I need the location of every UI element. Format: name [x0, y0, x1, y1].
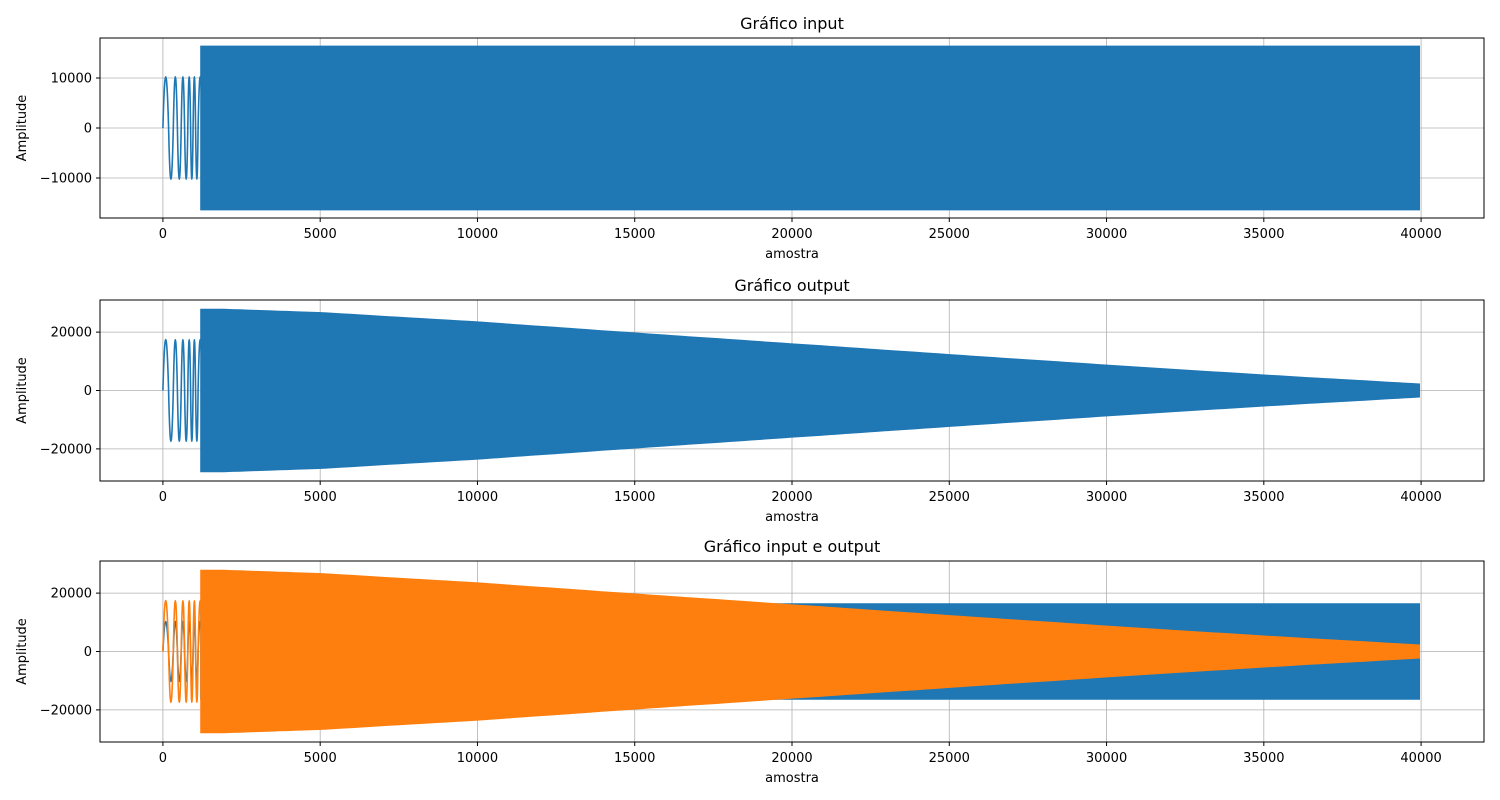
chart-title: Gráfico output — [734, 276, 849, 295]
y-tick-label: −10000 — [40, 172, 92, 187]
series-line-1 — [162, 308, 1420, 473]
x-tick-label: 15000 — [614, 227, 655, 242]
subplot-1: 0 5000 10000 15000 20000 25000 30000 35000 40000… — [15, 14, 1485, 262]
x-tick-label: 30000 — [1086, 751, 1127, 766]
chart-title: Gráfico input — [740, 14, 844, 33]
x-tick-label: 30000 — [1086, 490, 1127, 505]
subplot-3: 0 5000 10000 15000 20000 25000 30000 35000 40000… — [15, 537, 1485, 786]
x-tick-label: 5000 — [304, 227, 337, 242]
x-tick-label: 10000 — [457, 227, 498, 242]
y-tick-label: 10000 — [51, 72, 92, 87]
subplot-2: 0 5000 10000 15000 20000 25000 30000 35000 40000… — [15, 276, 1485, 525]
x-tick-label: 30000 — [1086, 227, 1127, 242]
x-tick-label: 10000 — [457, 751, 498, 766]
x-tick-label: 15000 — [614, 751, 655, 766]
x-tick-label: 25000 — [929, 751, 970, 766]
x-tick-label: 0 — [159, 490, 167, 505]
y-tick-label: 0 — [84, 645, 92, 660]
y-axis-label: Amplitude — [15, 618, 30, 685]
x-tick-label: 40000 — [1400, 751, 1441, 766]
y-tick-label: 20000 — [51, 326, 92, 341]
y-tick-label: −20000 — [40, 442, 92, 457]
x-tick-label: 35000 — [1243, 751, 1284, 766]
y-tick-label: 0 — [84, 122, 92, 137]
x-tick-label: 35000 — [1243, 490, 1284, 505]
x-tick-label: 15000 — [614, 490, 655, 505]
x-tick-label: 20000 — [771, 751, 812, 766]
series-chirp-start — [162, 599, 203, 704]
chart-title: Gráfico input e output — [704, 537, 880, 556]
series-chirp-start — [162, 76, 203, 180]
series-line-1 — [162, 45, 1420, 211]
y-tick-label: 20000 — [51, 587, 92, 602]
series-band — [200, 308, 1420, 473]
y-tick-label: −20000 — [40, 703, 92, 718]
y-axis-label: Amplitude — [15, 95, 30, 162]
x-tick-label: 0 — [159, 227, 167, 242]
x-tick-label: 0 — [159, 751, 167, 766]
y-axis-label: Amplitude — [15, 357, 30, 424]
x-axis-label: amostra — [765, 510, 819, 525]
x-tick-label: 5000 — [304, 751, 337, 766]
x-tick-label: 20000 — [771, 227, 812, 242]
series-line-2 — [162, 569, 1420, 734]
x-tick-label: 25000 — [929, 227, 970, 242]
x-axis-label: amostra — [765, 247, 819, 262]
series-band — [200, 45, 1420, 211]
x-tick-label: 40000 — [1400, 490, 1441, 505]
x-tick-label: 10000 — [457, 490, 498, 505]
y-tick-label: 0 — [84, 384, 92, 399]
x-tick-label: 40000 — [1400, 227, 1441, 242]
x-tick-label: 25000 — [929, 490, 970, 505]
x-tick-label: 5000 — [304, 490, 337, 505]
series-chirp-start — [162, 338, 203, 443]
series-band — [200, 569, 1420, 734]
x-axis-label: amostra — [765, 771, 819, 786]
x-tick-label: 20000 — [771, 490, 812, 505]
x-tick-label: 35000 — [1243, 227, 1284, 242]
